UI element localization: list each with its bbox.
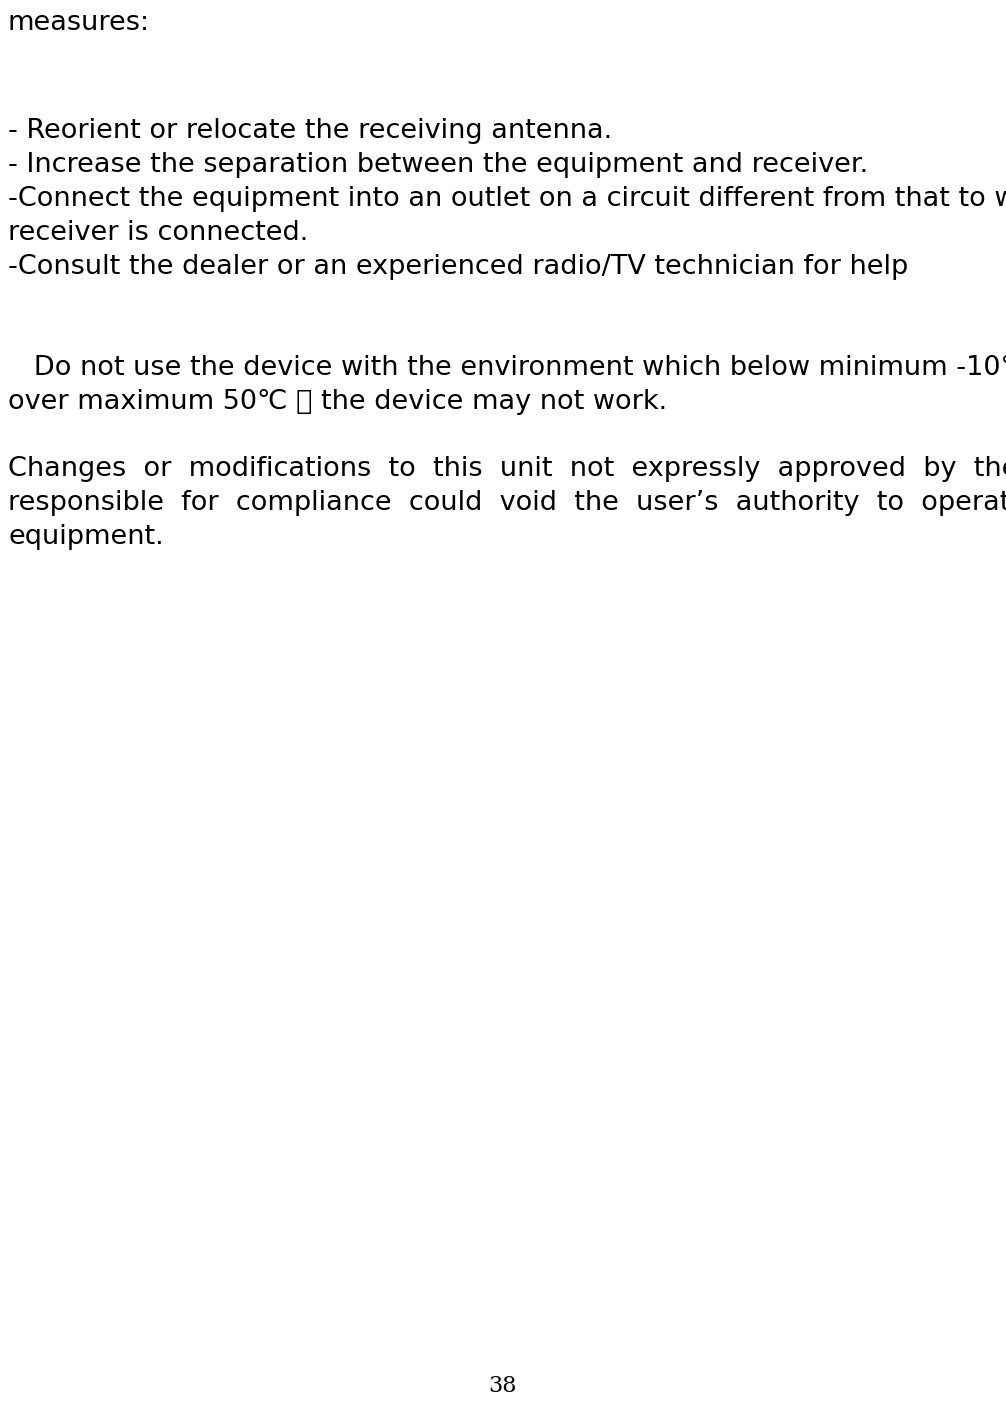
Text: Do not use the device with the environment which below minimum -10℃      or: Do not use the device with the environme…	[8, 355, 1006, 382]
Text: - Increase the separation between the equipment and receiver.: - Increase the separation between the eq…	[8, 152, 868, 178]
Text: over maximum 50℃ ， the device may not work.: over maximum 50℃ ， the device may not wo…	[8, 389, 667, 415]
Text: -Consult the dealer or an experienced radio/TV technician for help: -Consult the dealer or an experienced ra…	[8, 254, 908, 281]
Text: measures:: measures:	[8, 10, 150, 36]
Text: equipment.: equipment.	[8, 523, 164, 550]
Text: 38: 38	[489, 1375, 517, 1397]
Text: responsible  for  compliance  could  void  the  user’s  authority  to  operate  : responsible for compliance could void th…	[8, 490, 1006, 516]
Text: - Reorient or relocate the receiving antenna.: - Reorient or relocate the receiving ant…	[8, 118, 612, 145]
Text: receiver is connected.: receiver is connected.	[8, 220, 308, 246]
Text: Changes  or  modifications  to  this  unit  not  expressly  approved  by  the  p: Changes or modifications to this unit no…	[8, 456, 1006, 483]
Text: -Connect the equipment into an outlet on a circuit different from that to which : -Connect the equipment into an outlet on…	[8, 187, 1006, 212]
